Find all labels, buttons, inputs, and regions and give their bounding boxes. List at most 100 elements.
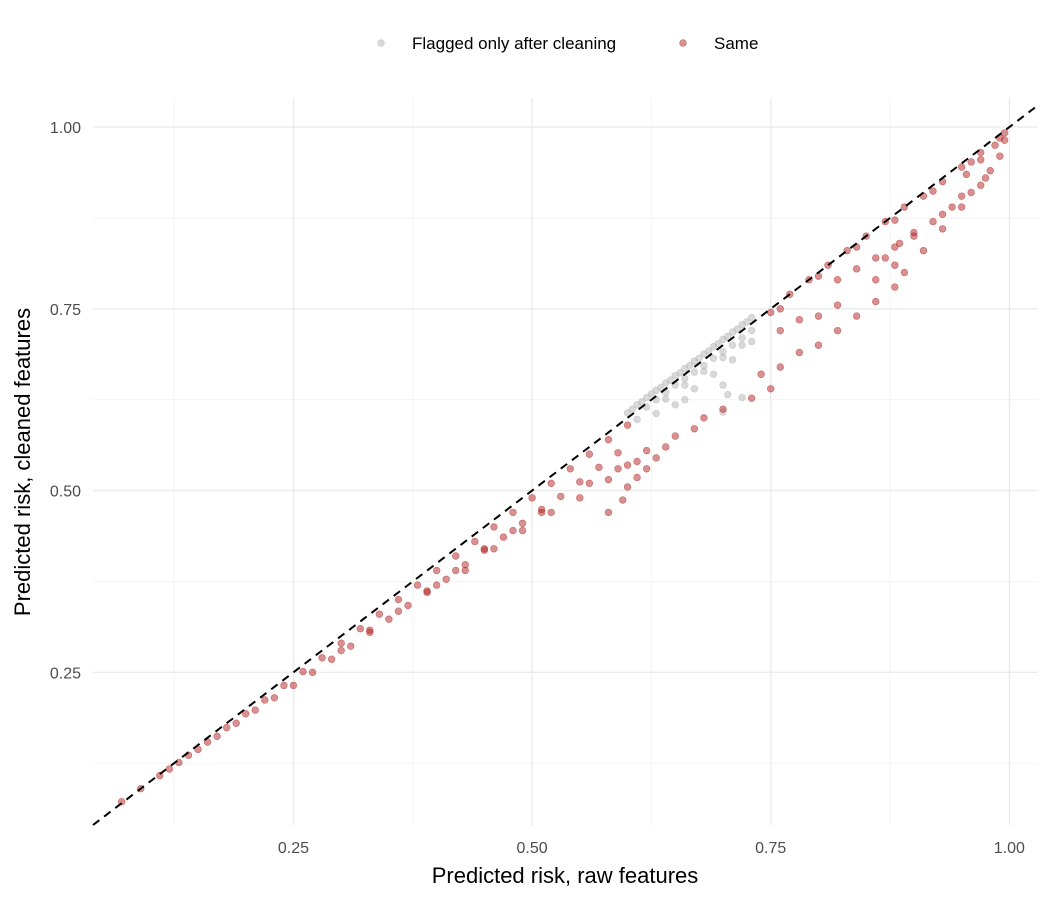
point-s1-59: [537, 508, 546, 517]
point-s1-45: [509, 508, 517, 517]
point-s1-55: [423, 587, 431, 595]
point-s0-48: [747, 337, 756, 346]
point-s1-127: [957, 192, 966, 200]
series-0: [623, 313, 756, 424]
legend-label: Same: [714, 34, 758, 53]
point-s1-92: [891, 283, 899, 291]
point-s0-39: [662, 395, 670, 403]
point-s1-14: [385, 615, 393, 623]
point-s1-75: [700, 414, 708, 422]
point-s1-21: [518, 519, 527, 527]
point-s1-58: [509, 526, 517, 535]
point-s1-82: [619, 496, 627, 504]
point-s0-7: [657, 383, 665, 392]
point-s0-45: [690, 385, 699, 393]
point-s1-81: [604, 508, 613, 517]
reference-line: [92, 104, 1039, 826]
point-s1-42: [452, 552, 460, 560]
point-s0-15: [695, 354, 703, 362]
point-s1-84: [767, 385, 775, 393]
point-s1-111: [929, 187, 937, 195]
point-s0-34: [709, 354, 718, 362]
point-s1-34: [299, 667, 307, 676]
point-s1-57: [480, 545, 489, 553]
point-s0-3: [638, 398, 646, 406]
point-s1-131: [814, 312, 823, 320]
point-s1-128: [981, 174, 990, 182]
point-s1-89: [833, 326, 842, 335]
point-s1-26: [614, 449, 622, 457]
y-tick-label: 0.50: [50, 484, 81, 501]
point-s1-119: [948, 203, 956, 211]
point-s1-140: [1000, 136, 1009, 144]
point-s1-106: [1000, 129, 1009, 137]
point-s1-122: [996, 152, 1004, 160]
point-s1-32: [261, 696, 269, 704]
point-s1-86: [776, 363, 784, 371]
point-s1-141: [991, 141, 999, 149]
point-s0-53: [738, 393, 746, 402]
point-s1-69: [690, 425, 699, 433]
point-s1-90: [852, 312, 861, 320]
point-s1-133: [872, 276, 880, 284]
point-s1-47: [547, 479, 555, 488]
point-s1-39: [394, 595, 403, 604]
point-s1-85: [757, 370, 765, 378]
point-s1-7: [251, 706, 259, 714]
point-s1-74: [671, 432, 679, 440]
point-s0-19: [714, 340, 722, 348]
point-s1-10: [308, 668, 317, 677]
x-axis-ticks: 0.25 0.50 0.75 1.00: [278, 840, 1025, 857]
point-s1-25: [595, 463, 603, 472]
point-s1-9: [289, 681, 298, 690]
data-points: [117, 129, 1009, 806]
point-s1-77: [642, 465, 651, 473]
point-s1-76: [623, 461, 632, 469]
point-s1-72: [614, 465, 622, 473]
point-s1-64: [547, 508, 555, 517]
point-s0-36: [728, 341, 737, 349]
legend-item-0: Flagged only after cleaning: [377, 34, 616, 53]
point-s0-40: [681, 381, 689, 389]
x-axis-title: Predicted risk, raw features: [432, 863, 699, 888]
point-s1-112: [967, 158, 975, 166]
point-s1-37: [356, 625, 364, 633]
x-tick-label: 0.50: [517, 840, 548, 857]
point-s1-6: [232, 719, 240, 727]
point-s1-138: [957, 203, 966, 211]
point-s0-46: [709, 370, 718, 378]
point-s1-115: [872, 254, 880, 262]
point-s0-37: [738, 334, 746, 342]
point-s1-62: [490, 545, 498, 553]
point-s1-123: [881, 254, 889, 262]
point-s1-78: [652, 454, 660, 462]
point-s1-137: [938, 225, 947, 233]
point-s1-61: [461, 566, 469, 575]
point-s1-126: [938, 210, 947, 219]
point-s1-38: [375, 610, 384, 618]
point-s1-91: [872, 297, 880, 306]
x-tick-label: 0.25: [278, 840, 309, 857]
point-s1-35: [318, 654, 326, 662]
point-s1-8: [270, 694, 279, 702]
point-s1-50: [604, 435, 613, 444]
point-s1-27: [165, 765, 174, 773]
point-s1-107: [776, 305, 784, 313]
point-s1-130: [795, 316, 804, 324]
point-s1-52: [337, 646, 345, 655]
point-s1-71: [585, 479, 594, 488]
point-s1-80: [633, 473, 641, 482]
y-tick-label: 1.00: [50, 120, 81, 137]
point-s1-135: [900, 268, 909, 277]
point-s0-43: [738, 341, 746, 349]
point-s0-41: [700, 367, 708, 376]
legend-marker: [377, 39, 385, 47]
point-s1-65: [576, 494, 584, 502]
point-s1-11: [327, 655, 336, 663]
minor-gridlines: [93, 98, 1038, 825]
point-s1-56: [452, 566, 460, 575]
point-s1-36: [337, 639, 345, 647]
point-s1-114: [852, 265, 861, 273]
point-s0-44: [671, 401, 679, 409]
